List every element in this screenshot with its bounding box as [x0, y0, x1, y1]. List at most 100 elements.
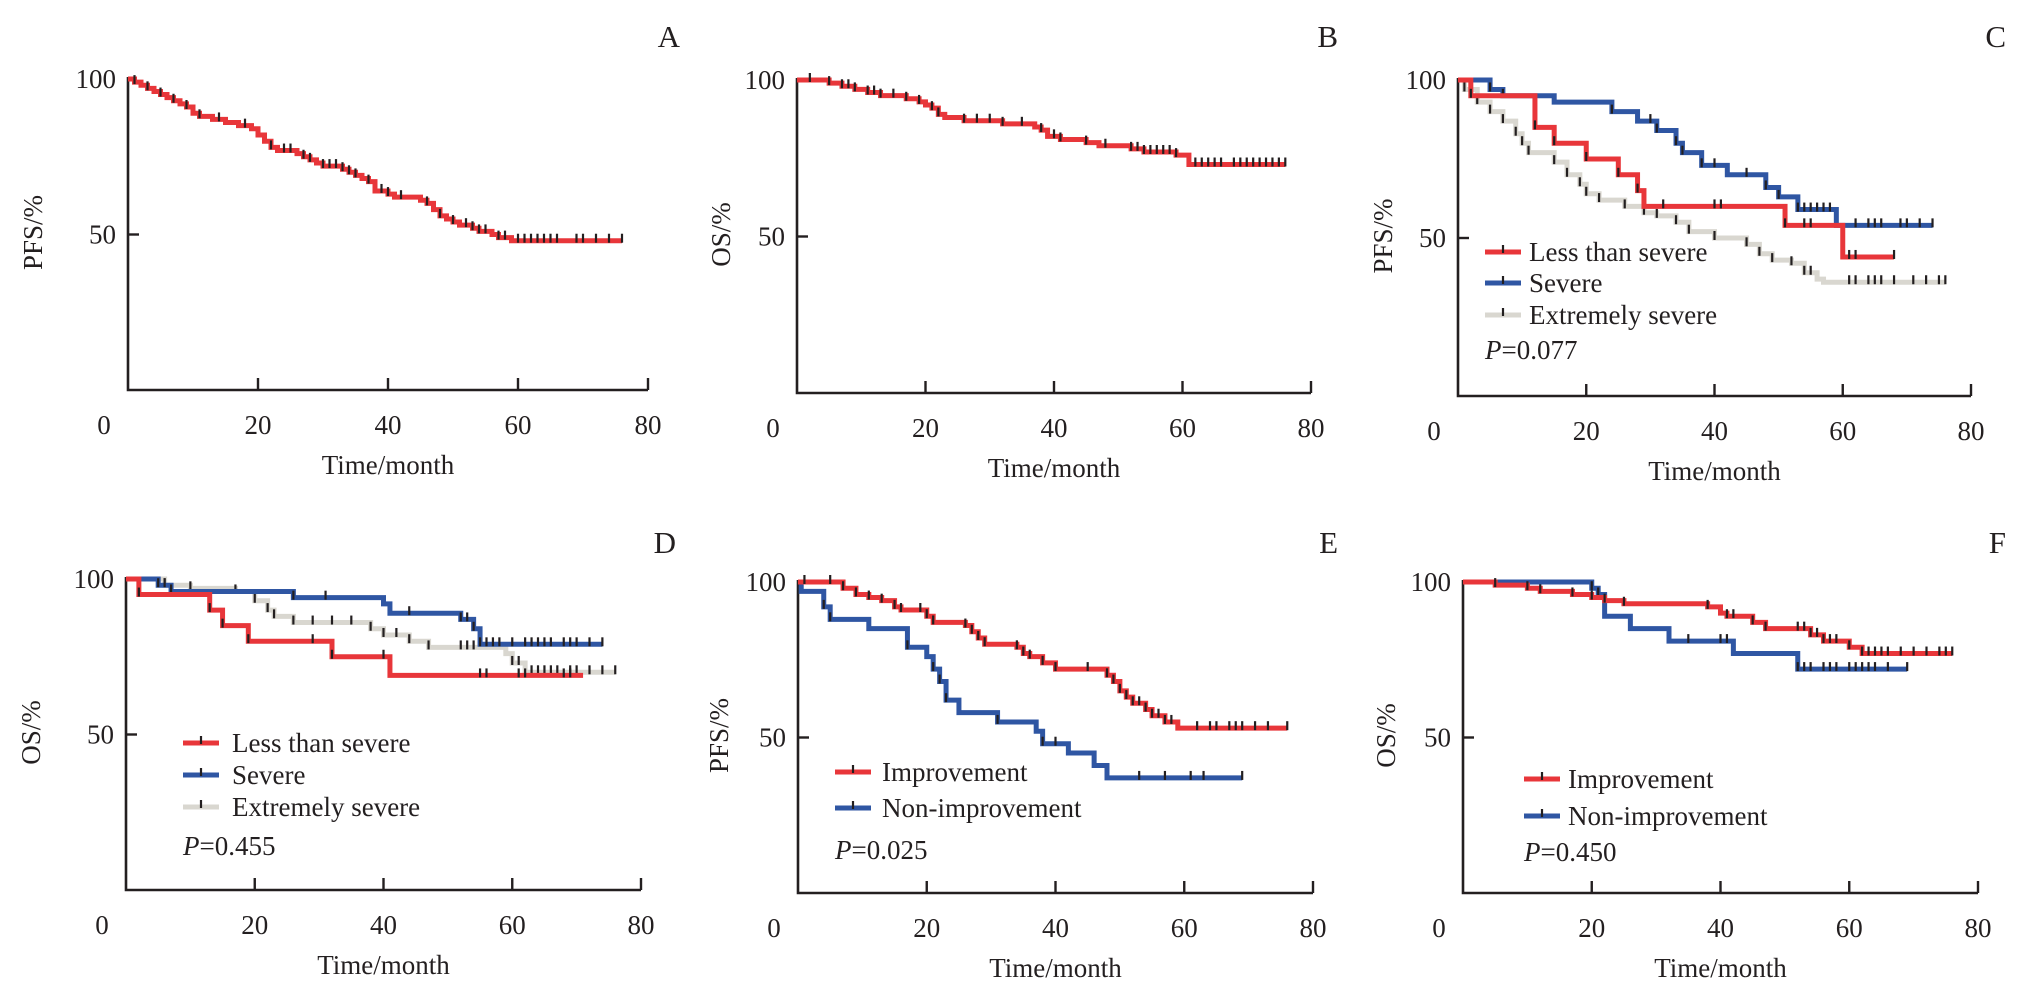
- y-tick-label: 50: [759, 723, 786, 753]
- series-all-patients: [128, 75, 624, 244]
- x-axis-title: Time/month: [1654, 953, 1787, 983]
- legend-label: Improvement: [1568, 764, 1714, 794]
- axes: [795, 78, 1311, 395]
- legend-item: Severe: [1485, 268, 1602, 298]
- panel-e: E 0 20 40 60 80 50 100 Time/month PFS/% Improvemen…: [704, 525, 1338, 983]
- legend-label: Non-improvement: [882, 793, 1082, 823]
- x-tick-label: 0: [97, 410, 111, 440]
- series-less-than-severe: [1458, 77, 1896, 260]
- x-tick-label: 40: [1041, 413, 1068, 443]
- series-non-improvement: [798, 579, 1244, 781]
- x-tick-label: 60: [499, 910, 526, 940]
- y-axis-title: PFS/%: [1368, 198, 1398, 273]
- p-value: P=0.450: [1523, 837, 1616, 867]
- panel-c: C 0 20 40 60 80 50 100 Time/month PFS/% Less than …: [1368, 19, 2006, 486]
- x-tick-label: 20: [912, 413, 939, 443]
- y-axis-title: PFS/%: [704, 698, 734, 773]
- x-tick-label: 20: [1573, 416, 1600, 446]
- x-tick-label: 60: [1836, 913, 1863, 943]
- x-tick-label: 80: [628, 910, 655, 940]
- panel-letter: A: [658, 19, 681, 54]
- x-tick-label: 0: [1427, 416, 1441, 446]
- legend-item: Less than severe: [1485, 237, 1707, 267]
- y-tick-label: 50: [1424, 723, 1451, 753]
- axes: [1461, 580, 1978, 895]
- x-tick-label: 40: [1042, 913, 1069, 943]
- legend-item: Improvement: [1524, 764, 1714, 794]
- y-tick-label: 50: [1419, 223, 1446, 253]
- series-all-patients: [797, 73, 1287, 168]
- legend-item: Extremely severe: [1485, 300, 1717, 330]
- legend-item: Extremely severe: [183, 792, 420, 822]
- panel-letter: C: [1985, 19, 2006, 54]
- panel-f: F 0 20 40 60 80 50 100 Time/month OS/% Improvement…: [1371, 525, 2006, 983]
- x-tick-label: 80: [1300, 913, 1327, 943]
- panel-d: D 0 20 40 60 80 50 100 Time/month OS/% Less than s…: [16, 525, 676, 980]
- x-tick-label: 40: [370, 910, 397, 940]
- panel-a: A 0 20 40 60 80 50 100 Time/month PFS/%: [18, 19, 681, 480]
- legend-label: Severe: [232, 760, 305, 790]
- x-tick-label: 80: [635, 410, 662, 440]
- y-tick-label: 100: [76, 64, 117, 94]
- legend-label: Severe: [1529, 268, 1602, 298]
- survival-curve: [128, 76, 622, 244]
- series-severe: [126, 576, 604, 647]
- x-tick-label: 60: [1171, 913, 1198, 943]
- y-tick-label: 100: [74, 564, 115, 594]
- x-tick-label: 40: [1701, 416, 1728, 446]
- series-non-improvement: [1463, 579, 1909, 672]
- legend-item: Improvement: [835, 757, 1028, 787]
- p-value: P=0.455: [182, 831, 275, 861]
- legend-label: Extremely severe: [232, 792, 420, 822]
- legend-label: Less than severe: [232, 728, 410, 758]
- series-severe: [1458, 77, 1934, 228]
- panel-letter: D: [654, 525, 676, 560]
- survival-curve: [797, 77, 1286, 168]
- series-improvement: [798, 575, 1289, 731]
- y-tick-label: 50: [89, 220, 116, 250]
- survival-curve: [798, 579, 1243, 781]
- y-axis-title: OS/%: [706, 202, 736, 267]
- y-tick-label: 100: [745, 65, 786, 95]
- x-axis-title: Time/month: [317, 950, 450, 980]
- x-tick-label: 0: [767, 913, 781, 943]
- x-tick-label: 40: [1707, 913, 1734, 943]
- axes: [126, 77, 648, 392]
- x-tick-label: 80: [1965, 913, 1992, 943]
- y-tick-label: 100: [1411, 567, 1452, 597]
- legend-label: Non-improvement: [1568, 801, 1768, 831]
- x-tick-label: 80: [1298, 413, 1325, 443]
- legend-item: Non-improvement: [835, 793, 1082, 823]
- x-tick-label: 0: [95, 910, 109, 940]
- x-axis-title: Time/month: [988, 453, 1121, 483]
- x-tick-label: 20: [241, 910, 268, 940]
- survival-curve: [1463, 579, 1908, 672]
- axes: [796, 580, 1313, 895]
- x-tick-label: 0: [1432, 913, 1446, 943]
- x-tick-label: 60: [1829, 416, 1856, 446]
- panel-letter: B: [1317, 19, 1338, 54]
- y-axis-title: OS/%: [16, 700, 46, 765]
- y-axis-title: OS/%: [1371, 703, 1401, 768]
- y-axis-title: PFS/%: [18, 195, 48, 270]
- x-tick-label: 40: [375, 410, 402, 440]
- y-tick-label: 50: [87, 720, 114, 750]
- survival-curve: [1458, 77, 1933, 228]
- y-tick-label: 50: [758, 222, 785, 252]
- axes: [124, 577, 641, 892]
- x-tick-label: 60: [505, 410, 532, 440]
- x-axis-title: Time/month: [1648, 456, 1781, 486]
- legend: Improvement Non-improvement P=0.025: [834, 757, 1082, 865]
- legend: Improvement Non-improvement P=0.450: [1523, 764, 1768, 867]
- survival-curve: [798, 579, 1288, 731]
- panel-b: B 0 20 40 60 80 50 100 Time/month OS/%: [706, 19, 1338, 483]
- series-improvement: [1463, 578, 1954, 657]
- legend-item: Non-improvement: [1524, 801, 1768, 831]
- panel-letter: F: [1989, 525, 2006, 560]
- legend-label: Less than severe: [1529, 237, 1707, 267]
- survival-curve: [1458, 77, 1895, 260]
- p-value: P=0.025: [834, 835, 927, 865]
